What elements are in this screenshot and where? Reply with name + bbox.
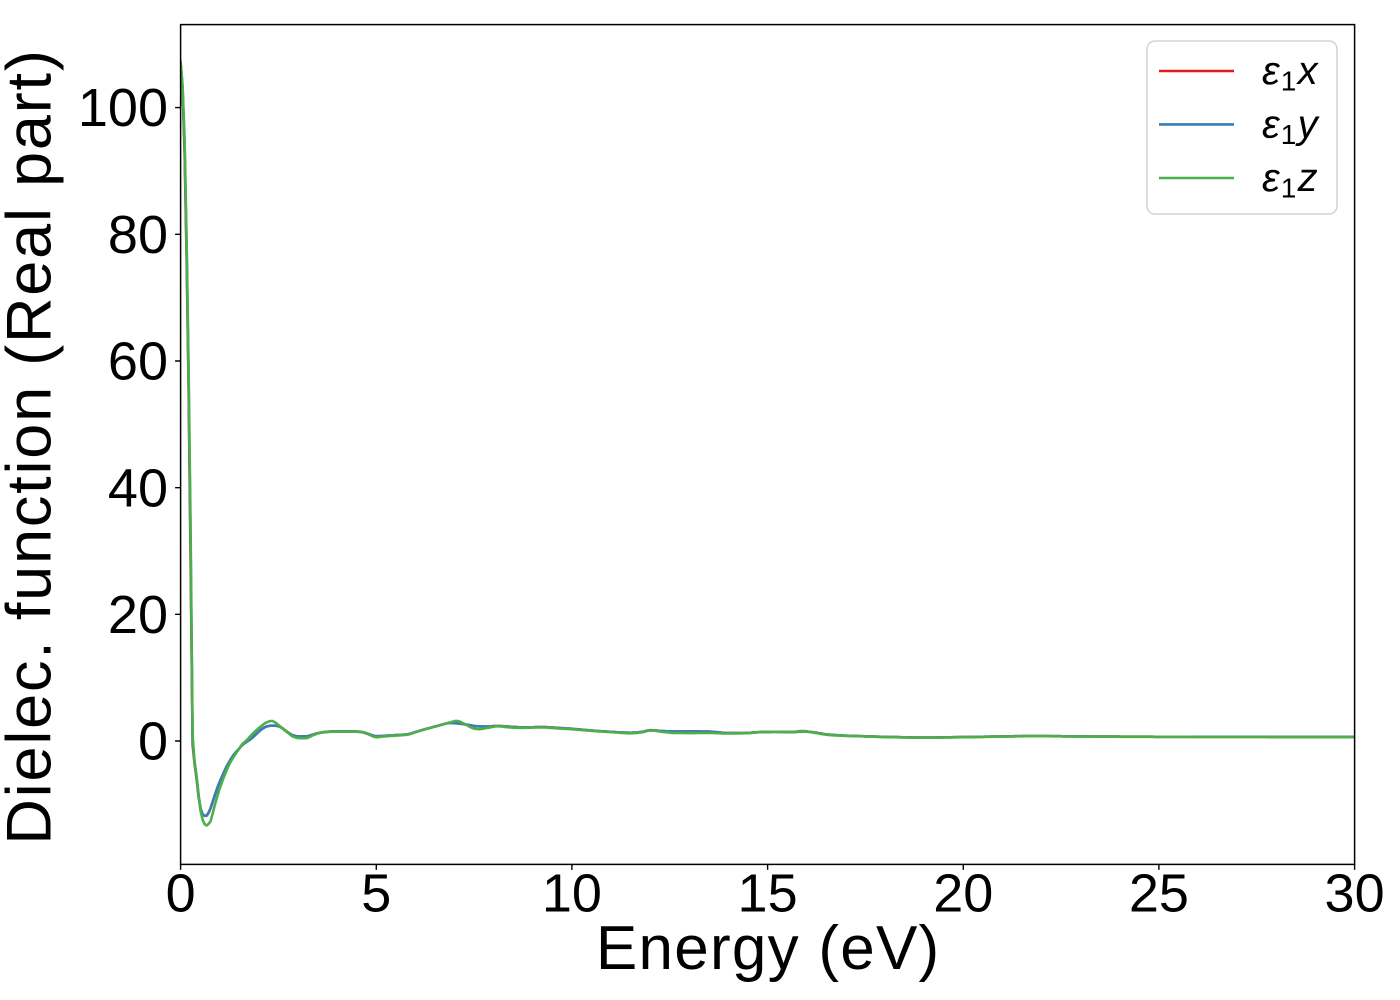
svg-text:0: 0 (166, 864, 196, 924)
svg-text:80: 80 (108, 205, 168, 265)
svg-text:10: 10 (542, 864, 602, 924)
svg-text:ε1x: ε1x (1262, 49, 1320, 97)
svg-text:Dielec. function (Real part): Dielec. function (Real part) (0, 48, 65, 844)
svg-text:5: 5 (361, 864, 391, 924)
svg-text:15: 15 (738, 864, 798, 924)
svg-text:30: 30 (1325, 864, 1385, 924)
svg-text:0: 0 (138, 712, 168, 772)
svg-text:40: 40 (108, 458, 168, 518)
svg-text:20: 20 (933, 864, 993, 924)
svg-text:ε1y: ε1y (1262, 103, 1321, 151)
svg-text:ε1z: ε1z (1262, 156, 1319, 204)
svg-text:Energy (eV): Energy (eV) (596, 914, 941, 983)
svg-text:100: 100 (78, 78, 168, 138)
svg-text:20: 20 (108, 585, 168, 645)
svg-text:25: 25 (1129, 864, 1189, 924)
svg-text:60: 60 (108, 332, 168, 392)
